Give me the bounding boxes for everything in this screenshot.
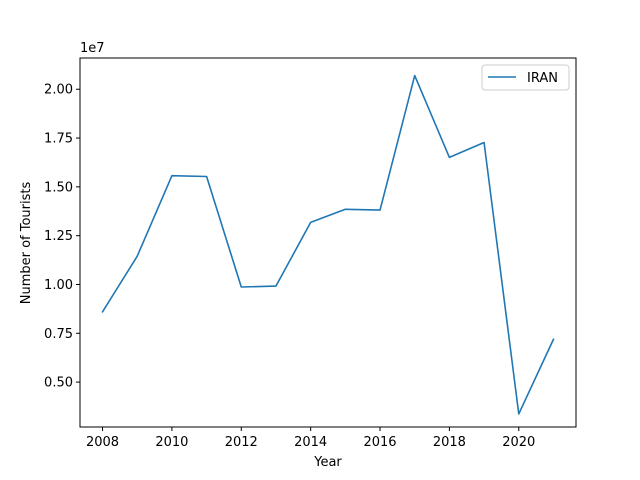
series-line xyxy=(101,74,555,415)
y-tick-label: 1.00 xyxy=(44,278,73,293)
plot-area xyxy=(80,58,576,427)
x-axis-label: Year xyxy=(313,455,342,470)
legend-box xyxy=(481,64,570,91)
x-tick-label: 2014 xyxy=(294,435,327,450)
y-tick-label: 0.50 xyxy=(44,376,73,391)
y-tick-label: 2.00 xyxy=(44,83,73,98)
y-axis-label: Number of Tourists xyxy=(19,182,34,305)
y-tick-label: 1.75 xyxy=(44,132,73,147)
x-tick-label: 2016 xyxy=(363,435,396,450)
x-tick-label: 2012 xyxy=(225,435,258,450)
x-tick-label: 2008 xyxy=(86,435,119,450)
x-tick-label: 2020 xyxy=(502,435,535,450)
y-axis-ticks: 0.50 0.75 1.00 1.25 1.50 1.75 2.00 xyxy=(44,83,80,391)
y-tick-label: 0.75 xyxy=(44,327,73,342)
y-tick-label: 1.25 xyxy=(44,229,73,244)
legend-label: IRAN xyxy=(527,71,558,86)
legend: IRAN xyxy=(481,64,570,91)
series-layer xyxy=(101,74,555,415)
x-axis-ticks: 2008 2010 2012 2014 2016 2018 2020 xyxy=(86,427,535,450)
x-tick-label: 2010 xyxy=(155,435,188,450)
y-axis-offset-text: 1e7 xyxy=(80,41,105,56)
y-tick-label: 1.50 xyxy=(44,180,73,195)
x-tick-label: 2018 xyxy=(433,435,466,450)
plot-frame xyxy=(79,57,577,428)
